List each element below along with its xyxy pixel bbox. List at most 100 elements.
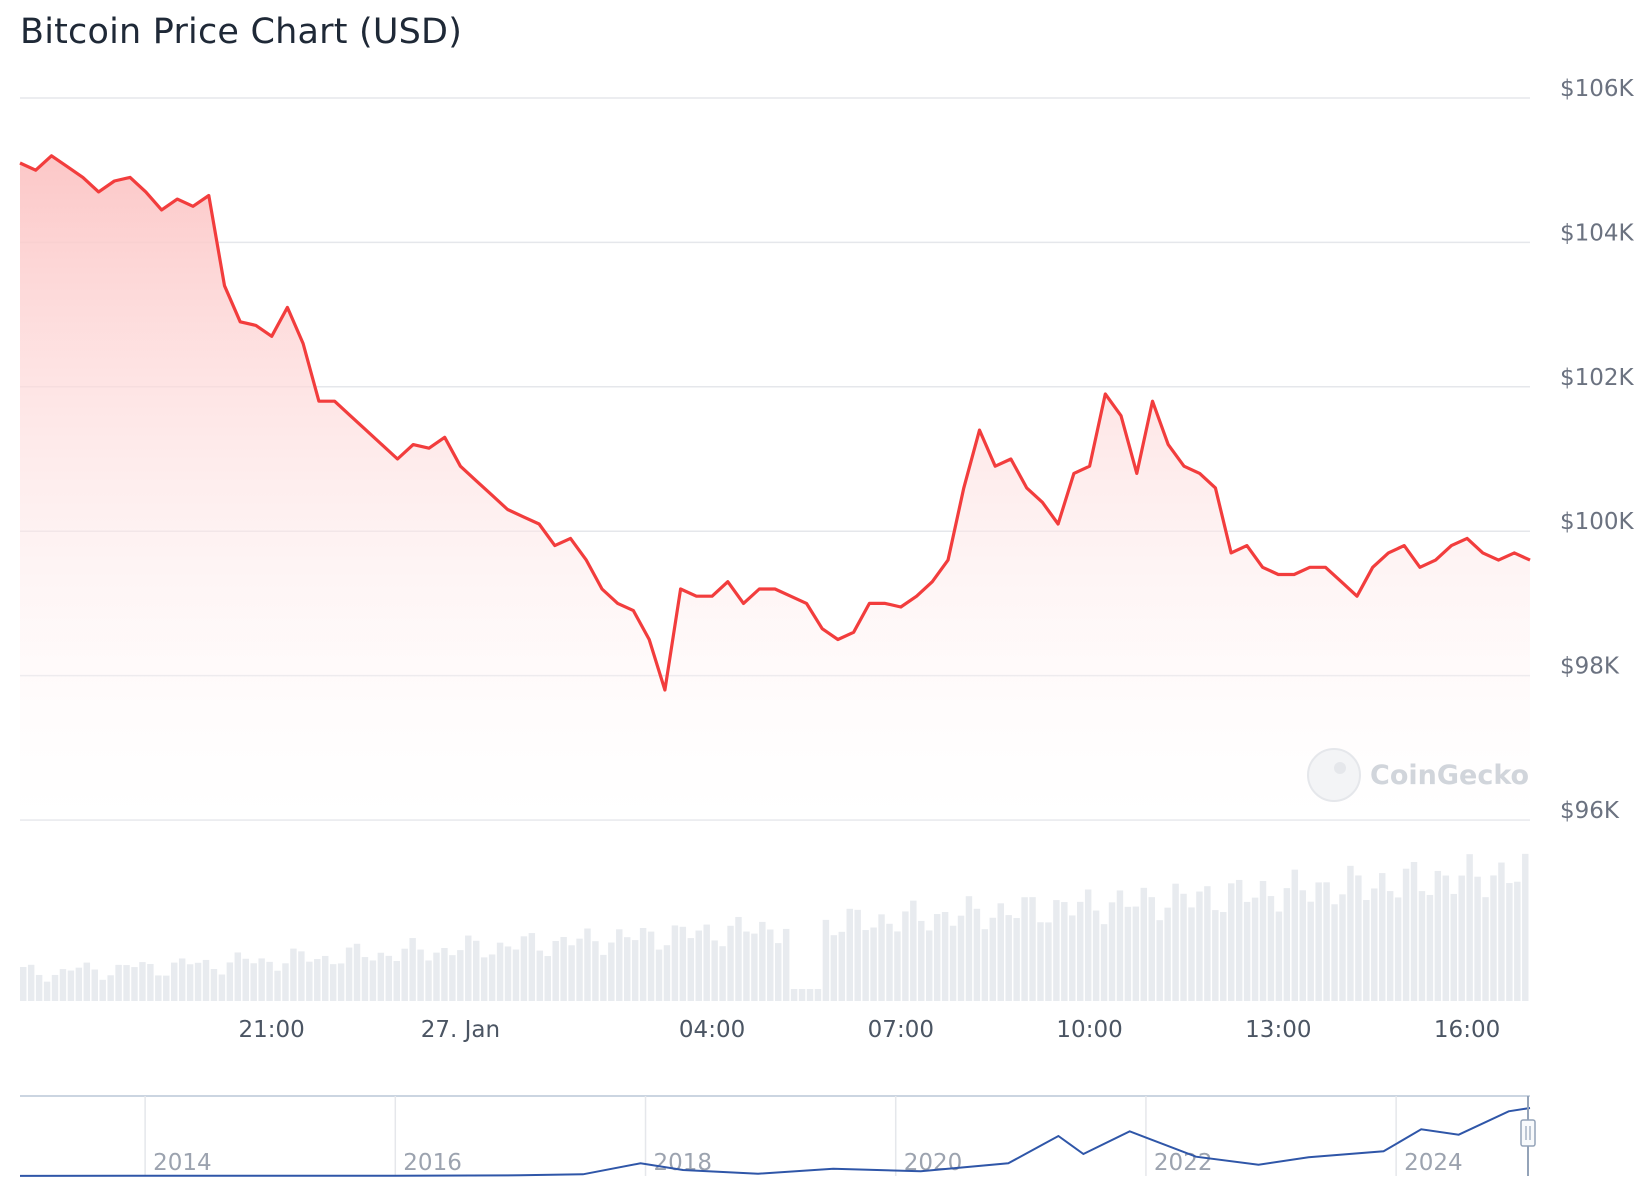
volume-bar xyxy=(1005,915,1012,1001)
volume-bar xyxy=(282,963,289,1001)
volume-bar xyxy=(671,925,679,1001)
navigator-line xyxy=(19,1107,1531,1177)
volume-bar xyxy=(926,930,933,1001)
volume-bar xyxy=(576,938,583,1001)
volume-bar xyxy=(1307,901,1314,1001)
volume-bar xyxy=(862,930,869,1001)
volume-bar xyxy=(711,940,718,1001)
volume-bar xyxy=(1410,862,1418,1001)
volume-bar xyxy=(1037,922,1044,1001)
volume-bar xyxy=(751,933,758,1001)
volume-bar xyxy=(957,915,965,1001)
volume-bar xyxy=(1092,910,1100,1001)
navigator-year-label: 2014 xyxy=(153,1150,212,1176)
gecko-logo-icon xyxy=(1307,748,1361,802)
volume-bar xyxy=(433,952,440,1001)
volume-bar xyxy=(1116,890,1124,1001)
volume-bar xyxy=(1108,902,1116,1001)
volume-bar xyxy=(1426,894,1434,1001)
volume-bar xyxy=(1084,889,1092,1001)
volume-bar xyxy=(1045,922,1052,1001)
volume-bar xyxy=(647,931,655,1001)
volume-bar xyxy=(790,989,798,1001)
volume-bar xyxy=(1522,853,1529,1001)
price-area-fill xyxy=(20,155,1530,821)
volume-bar xyxy=(131,967,138,1001)
volume-bar xyxy=(512,949,520,1001)
volume-bar xyxy=(997,903,1004,1001)
x-axis-ticks: 21:00 27. Jan 04:00 07:00 10:00 13:00 16:00 xyxy=(239,1017,1501,1043)
volume-bar xyxy=(1363,900,1370,1001)
x-tick-label: 07:00 xyxy=(868,1017,934,1043)
volume-bar xyxy=(75,967,83,1001)
x-tick-label: 13:00 xyxy=(1245,1017,1311,1043)
volume-bar xyxy=(1029,897,1036,1001)
volume-bar xyxy=(266,961,273,1001)
volume-bar xyxy=(1450,893,1457,1001)
volume-bar xyxy=(1148,897,1155,1001)
volume-bar xyxy=(51,974,59,1001)
volume-bar xyxy=(1180,893,1187,1001)
navigator-handle[interactable] xyxy=(1520,1119,1536,1147)
volume-bar xyxy=(1228,883,1235,1001)
volume-bar xyxy=(663,945,671,1001)
volume-bar xyxy=(329,964,337,1001)
volume-bar xyxy=(1323,882,1330,1001)
volume-bar xyxy=(155,975,162,1001)
volume-bar xyxy=(465,935,472,1001)
volume-bar xyxy=(989,917,997,1001)
volume-bar xyxy=(1299,890,1306,1001)
volume-bar xyxy=(933,914,941,1001)
volume-bar xyxy=(735,916,742,1001)
volume-bar xyxy=(854,909,861,1001)
volume-bar xyxy=(798,989,806,1001)
volume-bar xyxy=(1172,883,1179,1001)
volume-bar xyxy=(107,975,114,1001)
volume-bar xyxy=(1196,891,1203,1001)
x-tick-label: 27. Jan xyxy=(421,1017,500,1043)
volume-bar xyxy=(1394,897,1402,1001)
volume-bar xyxy=(226,962,234,1001)
y-tick-label: $100K xyxy=(1560,509,1635,535)
volume-bar xyxy=(441,947,448,1001)
volume-bar xyxy=(949,925,957,1001)
y-tick-label: $102K xyxy=(1560,365,1635,391)
volume-bar xyxy=(59,969,67,1001)
volume-bar xyxy=(1506,883,1513,1001)
volume-bar xyxy=(767,929,774,1001)
volume-bar xyxy=(1053,900,1060,1001)
volume-bar xyxy=(99,979,106,1001)
range-navigator[interactable]: 2014 2016 2018 2020 2022 2024 xyxy=(19,1095,1536,1177)
navigator-year-label: 2016 xyxy=(403,1150,462,1176)
volume-bar xyxy=(322,955,329,1001)
volume-bar xyxy=(417,949,424,1001)
volume-bar xyxy=(1402,868,1410,1001)
volume-bar xyxy=(1140,887,1148,1001)
volume-bar xyxy=(528,933,536,1001)
volume-bar xyxy=(846,908,853,1001)
volume-bar xyxy=(902,911,909,1001)
volume-bar xyxy=(1434,870,1442,1001)
price-line xyxy=(19,154,1531,692)
volume-bar xyxy=(393,960,400,1001)
volume-bar xyxy=(965,896,973,1001)
gecko-eye-icon xyxy=(1334,762,1346,774)
watermark-text: CoinGecko xyxy=(1370,760,1529,791)
volume-bar xyxy=(1267,896,1275,1001)
volume-bar xyxy=(385,955,393,1001)
volume-bar xyxy=(981,929,989,1001)
volume-bar xyxy=(306,961,313,1001)
volume-bar xyxy=(345,947,353,1001)
volume-bar xyxy=(1100,924,1108,1001)
volume-bar xyxy=(830,935,838,1001)
volume-bar xyxy=(1243,901,1251,1001)
volume-bar xyxy=(1235,879,1243,1001)
volume-bar xyxy=(600,954,607,1001)
volume-bar xyxy=(544,956,551,1001)
volume-bar xyxy=(1164,907,1171,1001)
volume-bar xyxy=(1371,888,1378,1001)
volume-bar xyxy=(655,949,663,1001)
volume-bar xyxy=(1490,875,1497,1001)
volume-bar xyxy=(1132,906,1140,1001)
volume-bar xyxy=(337,963,345,1001)
